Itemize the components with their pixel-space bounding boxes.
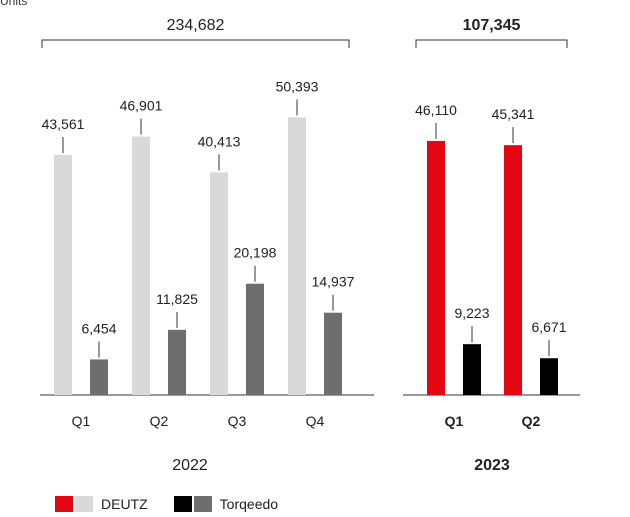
quarter-label-2023-q1: Q1 <box>445 413 464 429</box>
total-label-2023: 107,345 <box>463 17 521 34</box>
bar-deutz-2023-q1 <box>427 140 445 395</box>
legend-swatch-torqeedo-2023 <box>173 496 192 512</box>
bar-chart: 234,682 2022 43,561 6,454 Q1 46,901 11,825 Q2 40… <box>40 17 580 474</box>
bar-torqeedo-2023-q1 <box>463 344 481 395</box>
unit-label: Units <box>0 0 28 8</box>
legend: DEUTZ Torqeedo <box>55 496 304 512</box>
quarter-label-2022-q4: Q4 <box>306 413 325 429</box>
legend-label-deutz: DEUTZ <box>101 496 148 512</box>
value-label-deutz-2022-q3: 40,413 <box>198 133 241 149</box>
value-label-torqeedo-2023-q1: 9,223 <box>454 305 489 321</box>
year-label-2022: 2022 <box>172 457 208 474</box>
value-label-deutz-2022-q2: 46,901 <box>120 98 163 114</box>
value-label-deutz-2023-q1: 46,110 <box>415 102 457 118</box>
legend-swatch-deutz-2023 <box>55 496 73 512</box>
bar-deutz-2023-q2 <box>504 145 522 395</box>
quarter-label-2022-q1: Q1 <box>72 413 91 429</box>
bar-deutz-2022-q2 <box>132 136 150 395</box>
value-label-torqeedo-2022-q2: 11,825 <box>156 291 198 307</box>
total-bracket-2022 <box>41 39 350 48</box>
value-label-torqeedo-2023-q2: 6,671 <box>531 319 566 335</box>
quarter-label-2022-q2: Q2 <box>150 413 169 429</box>
bar-deutz-2022-q4 <box>288 117 306 396</box>
bar-deutz-2022-q1 <box>54 154 72 395</box>
value-label-deutz-2022-q4: 50,393 <box>276 78 319 94</box>
total-label-2022: 234,682 <box>167 17 225 34</box>
value-label-torqeedo-2022-q3: 20,198 <box>234 245 277 261</box>
total-bracket-2023 <box>415 39 568 48</box>
quarter-label-2023-q2: Q2 <box>522 413 541 429</box>
year-label-2023: 2023 <box>474 457 510 474</box>
value-label-torqeedo-2022-q1: 6,454 <box>81 320 116 336</box>
value-label-deutz-2023-q2: 45,341 <box>492 106 535 122</box>
legend-swatch-deutz-2022 <box>75 496 93 512</box>
bar-torqeedo-2022-q2 <box>168 329 186 395</box>
bar-torqeedo-2022-q4 <box>324 312 342 395</box>
bar-deutz-2022-q3 <box>210 172 228 395</box>
quarter-label-2022-q3: Q3 <box>228 413 247 429</box>
bar-torqeedo-2023-q2 <box>540 358 558 395</box>
value-label-torqeedo-2022-q4: 14,937 <box>312 274 355 290</box>
bar-torqeedo-2022-q3 <box>246 283 264 395</box>
bar-torqeedo-2022-q1 <box>90 359 108 395</box>
legend-swatch-torqeedo-2022 <box>193 496 212 512</box>
legend-label-torqeedo: Torqeedo <box>219 496 279 512</box>
value-label-deutz-2022-q1: 43,561 <box>42 116 85 132</box>
